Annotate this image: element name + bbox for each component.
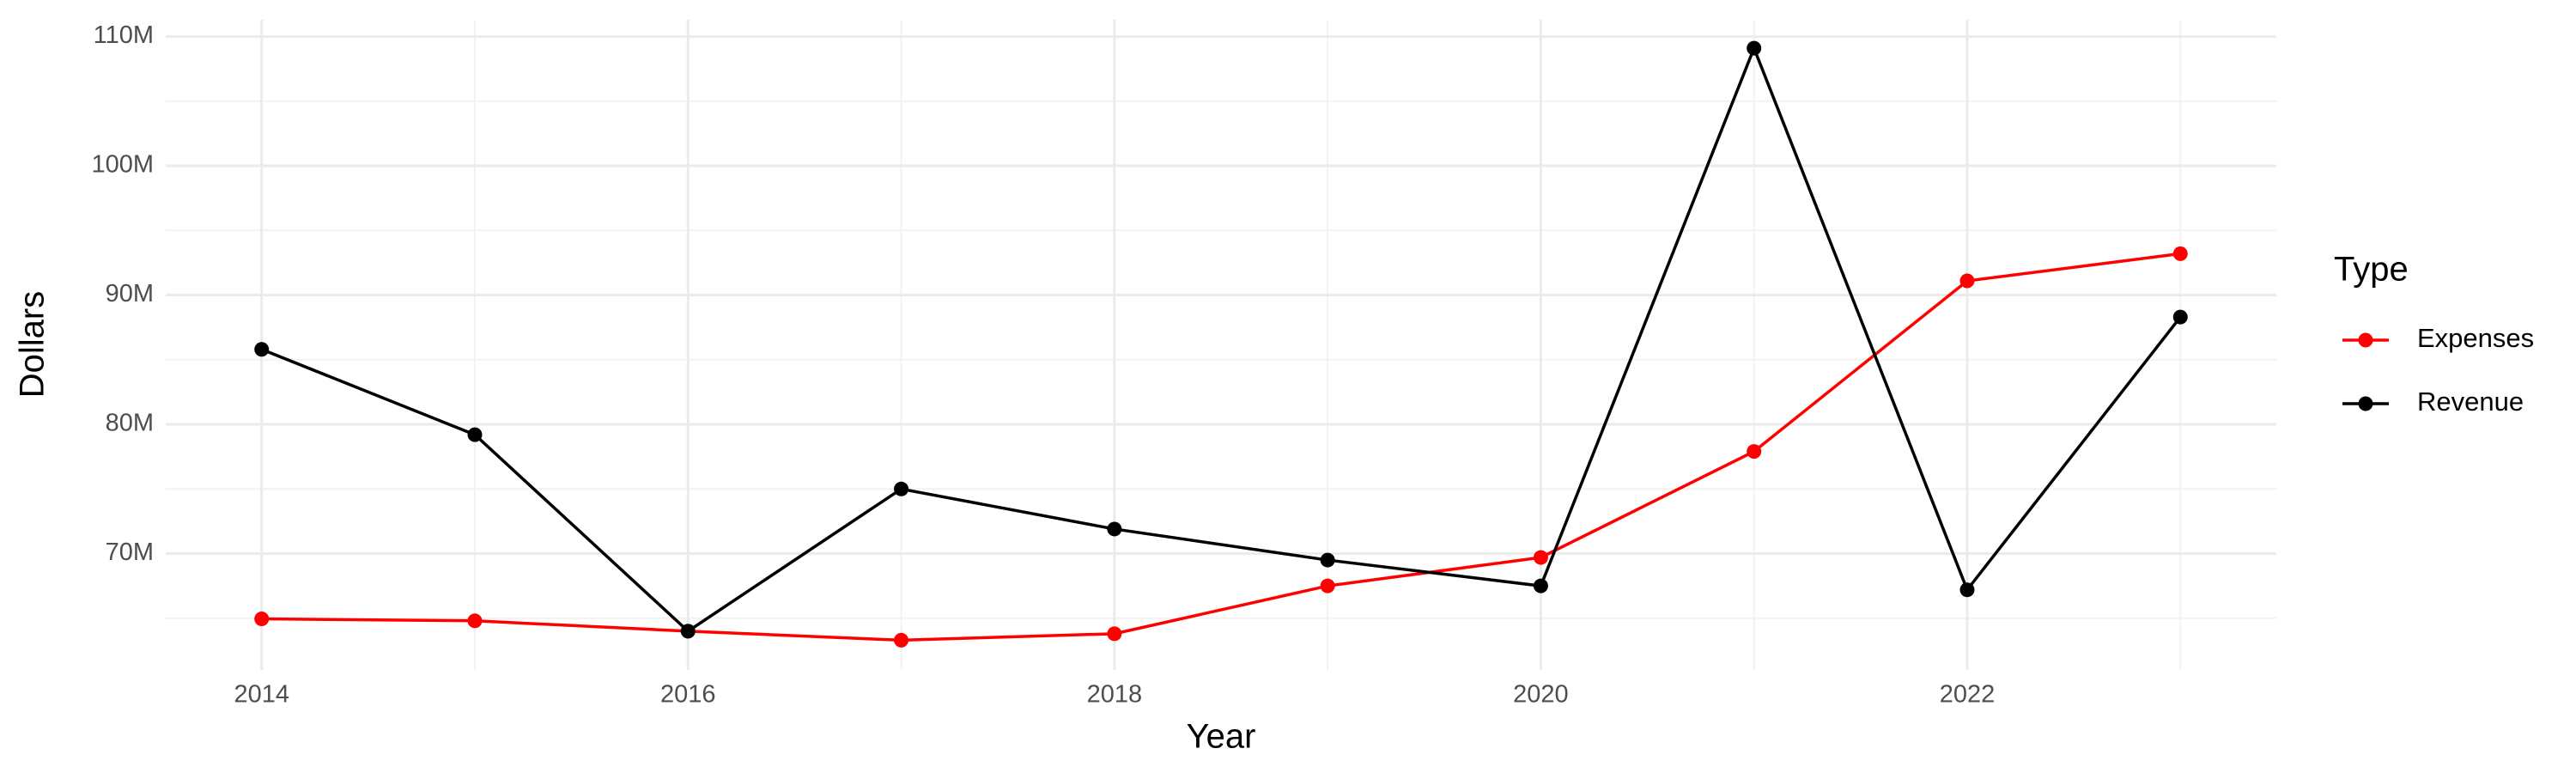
data-point	[894, 632, 909, 648]
data-point	[254, 342, 270, 357]
data-point	[467, 427, 483, 442]
y-tick-label: 90M	[106, 280, 154, 307]
data-point	[1959, 582, 1975, 598]
legend-key-point	[2358, 396, 2373, 411]
legend-label: Expenses	[2417, 323, 2534, 353]
x-tick-label: 2016	[660, 681, 716, 709]
data-point	[1533, 578, 1548, 593]
data-point	[1533, 550, 1548, 565]
x-tick-label: 2020	[1513, 681, 1569, 709]
y-tick-label: 70M	[106, 539, 154, 566]
legend-key-point	[2358, 332, 2373, 348]
data-point	[1107, 521, 1122, 537]
x-tick-label: 2014	[234, 681, 289, 709]
y-tick-label: 100M	[91, 151, 154, 179]
data-point	[1320, 552, 1335, 568]
series-line	[261, 44, 2182, 634]
x-tick-label: 2018	[1087, 681, 1143, 709]
data-point	[1959, 273, 1975, 289]
x-tick-label: 2022	[1940, 681, 1996, 709]
data-point	[467, 613, 483, 629]
data-point	[1320, 578, 1335, 593]
data-point	[1107, 626, 1122, 642]
legend-label: Revenue	[2417, 386, 2524, 417]
data-point	[680, 624, 696, 639]
data-point	[254, 612, 270, 627]
x-axis-title: Year	[1187, 718, 1256, 756]
legend-title: Type	[2334, 251, 2409, 289]
data-point	[2172, 246, 2188, 261]
data-point	[1747, 444, 1762, 460]
y-tick-label: 80M	[106, 410, 154, 437]
data-point	[894, 481, 909, 496]
series-line	[261, 252, 2181, 642]
data-point	[1747, 40, 1762, 56]
data-point	[2172, 309, 2188, 325]
y-axis-title: Dollars	[14, 291, 52, 398]
y-tick-label: 110M	[94, 21, 154, 49]
